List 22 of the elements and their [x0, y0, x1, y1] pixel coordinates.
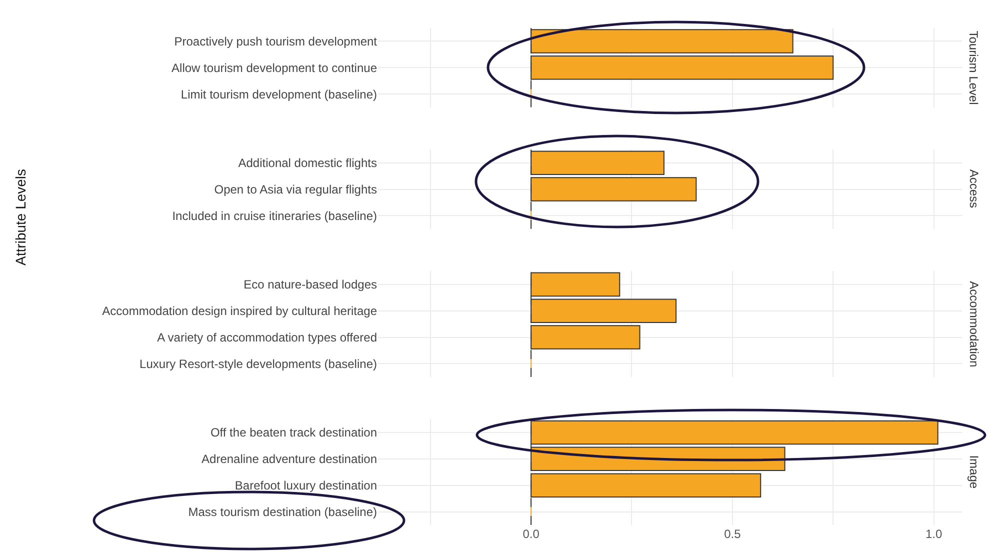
y-tick-label: Proactively push tourism development	[174, 34, 378, 48]
y-tick-label: Included in cruise itineraries (baseline)	[172, 208, 377, 223]
y-tick-label: Accommodation design inspired by cultural heritage	[102, 304, 378, 318]
y-tick-label: Off the beaten track destination	[210, 426, 377, 440]
text: Accommodation	[967, 281, 982, 368]
x-tick-label: 0.5	[724, 527, 742, 541]
y-tick-label: Additional domestic flights	[238, 156, 377, 170]
y-tick-label: Eco nature-based lodges	[244, 278, 377, 292]
y-tick-label: Adrenaline adventure destination	[202, 452, 377, 466]
y-tick-label: Limit tourism development (baseline)	[180, 87, 377, 102]
y-tick-label: Barefoot luxury destination	[234, 478, 377, 493]
text: Access	[967, 169, 982, 208]
y-tick-label: Open to Asia via regular flights	[214, 182, 377, 196]
y-axis-title: Attribute Levels	[12, 168, 29, 266]
text: Image	[967, 455, 982, 489]
x-tick-label: 0.0	[522, 527, 540, 541]
y-tick-label: Allow tourism development to continue	[172, 60, 378, 75]
y-tick-label: Luxury Resort-style developments (baseline)	[140, 356, 377, 371]
text: Tourism Level	[966, 30, 981, 105]
y-tick-label: Mass tourism destination (baseline)	[188, 504, 377, 519]
x-tick-label: 1.0	[925, 527, 942, 541]
y-tick-label: A variety of accommodation types offered	[157, 330, 377, 345]
